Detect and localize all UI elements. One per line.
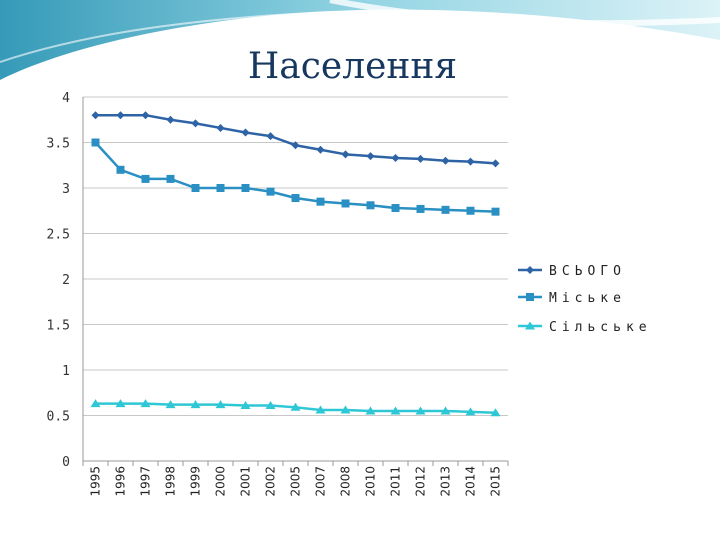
data-point	[191, 184, 200, 192]
y-tick-label: 0	[62, 455, 70, 470]
data-point	[190, 400, 201, 409]
data-point	[415, 406, 426, 415]
y-tick-label: 3	[62, 182, 70, 197]
legend-label: ВСЬОГО	[549, 264, 626, 279]
data-point	[116, 165, 125, 174]
data-point	[266, 132, 275, 141]
data-point	[366, 201, 375, 210]
data-point	[441, 205, 450, 214]
data-point	[90, 399, 101, 408]
data-point	[316, 145, 325, 154]
data-point	[391, 153, 400, 162]
x-axis-tick-labels: 1995 1996 1997 1998 1999 2000 2001 2002 2005 2007…	[89, 466, 503, 497]
data-point	[166, 174, 175, 183]
data-point	[115, 399, 126, 408]
data-point	[390, 406, 401, 415]
legend-label: Сільське	[549, 320, 652, 335]
legend-label: Міське	[549, 291, 626, 306]
x-tick-label: 1997	[139, 466, 153, 497]
data-point	[315, 405, 326, 414]
chart-title: Населення	[247, 46, 458, 87]
data-point	[191, 119, 200, 128]
grid-lines	[83, 96, 508, 416]
series-2	[91, 138, 500, 216]
data-point	[490, 408, 501, 417]
x-tick-label: 2000	[214, 466, 228, 497]
data-point	[441, 156, 450, 165]
data-point	[165, 400, 176, 409]
data-point	[91, 138, 100, 147]
data-point	[216, 123, 225, 132]
legend-marker	[526, 266, 534, 274]
data-point	[91, 111, 100, 120]
x-tick-label: 2013	[439, 466, 453, 497]
data-point	[291, 141, 300, 150]
data-point	[290, 402, 301, 411]
y-tick-label: 4	[62, 91, 70, 106]
series-line	[95, 113, 496, 165]
data-point	[491, 159, 500, 168]
x-tick-label: 2007	[314, 466, 328, 497]
y-tick-label: 0.5	[47, 410, 70, 425]
data-point	[140, 399, 151, 408]
x-tick-label: 2002	[264, 466, 278, 497]
x-tick-label: 2015	[489, 466, 503, 497]
data-point	[141, 174, 150, 183]
data-point	[341, 150, 350, 159]
x-tick-label: 1998	[164, 466, 178, 497]
data-point	[241, 184, 250, 192]
x-tick-label: 2001	[239, 466, 253, 497]
data-point	[416, 154, 425, 163]
x-tick-label: 1996	[114, 466, 128, 497]
x-tick-label: 2011	[389, 466, 403, 497]
data-point	[240, 400, 251, 409]
data-point	[391, 204, 400, 213]
data-point	[266, 187, 275, 196]
data-point	[291, 194, 300, 203]
data-point	[340, 405, 351, 414]
series-1	[91, 111, 500, 168]
data-point	[215, 400, 226, 409]
y-tick-label: 2	[62, 273, 70, 288]
x-tick-label: 2014	[464, 466, 478, 497]
x-tick-label: 2010	[364, 466, 378, 497]
legend-marker	[526, 293, 534, 301]
data-point	[365, 406, 376, 415]
data-point	[466, 157, 475, 166]
y-tick-label: 1	[62, 364, 70, 379]
legend: ВСЬОГО Міське Сільське	[518, 264, 652, 335]
legend-item-1: ВСЬОГО	[518, 264, 626, 279]
data-point	[466, 206, 475, 215]
x-tick-label: 1999	[189, 466, 203, 497]
x-tick-label: 2008	[339, 466, 353, 497]
data-point	[341, 199, 350, 208]
y-tick-label: 3.5	[47, 137, 70, 152]
x-tick-label: 1995	[89, 466, 103, 497]
legend-item-3: Сільське	[518, 320, 652, 335]
series-lines	[90, 111, 501, 417]
data-point	[491, 207, 500, 216]
data-point	[116, 111, 125, 120]
data-point	[416, 204, 425, 213]
data-point	[465, 407, 476, 416]
data-point	[241, 128, 250, 137]
y-tick-label: 1.5	[47, 319, 70, 334]
data-point	[166, 115, 175, 124]
legend-marker	[525, 321, 535, 330]
series-3	[90, 399, 501, 417]
x-tick-label: 2012	[414, 466, 428, 497]
y-axis-tick-labels: 0 0.5 1 1.5 2 2.5 3 3.5 4	[47, 91, 71, 470]
data-point	[440, 406, 451, 415]
data-point	[141, 111, 150, 120]
data-point	[316, 197, 325, 206]
y-tick-label: 2.5	[47, 228, 70, 243]
data-point	[265, 400, 276, 409]
x-tick-label: 2005	[289, 466, 303, 497]
axes	[82, 97, 509, 466]
data-point	[366, 152, 375, 161]
data-point	[216, 184, 225, 192]
legend-item-2: Міське	[518, 291, 626, 306]
